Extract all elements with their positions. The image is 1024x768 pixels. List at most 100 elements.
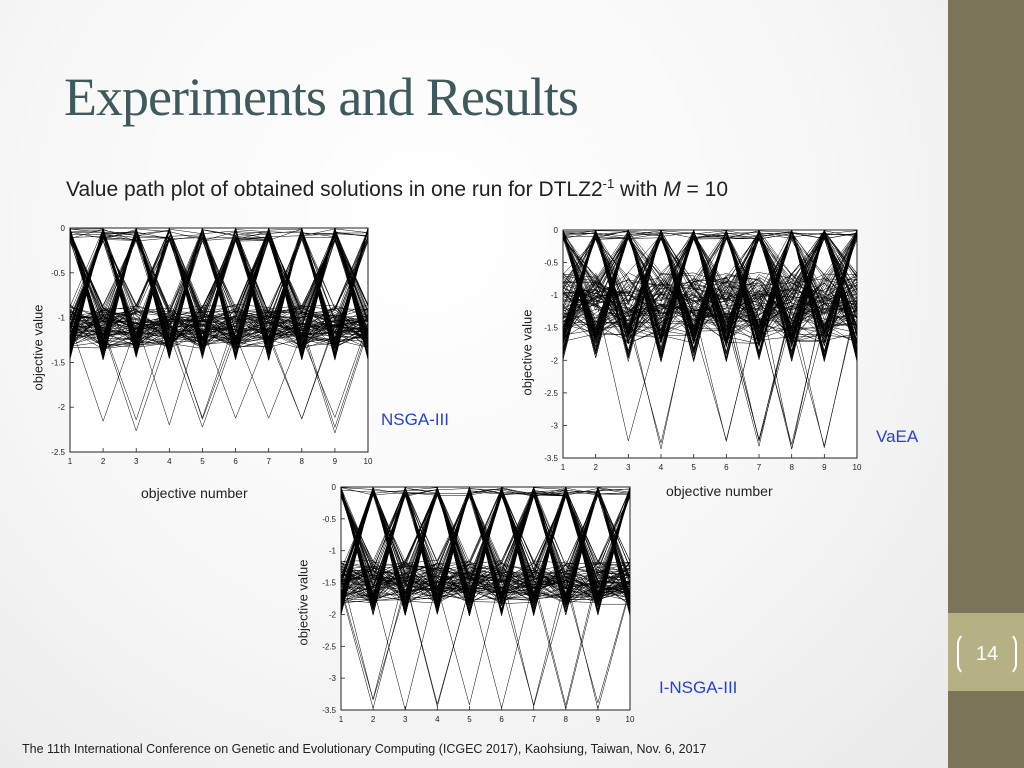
- x-tick-label: 4: [435, 715, 440, 724]
- value-path: [562, 236, 858, 334]
- value-path: [340, 486, 631, 603]
- slide-subtitle: Value path plot of obtained solutions in…: [66, 176, 728, 202]
- value-path: [340, 486, 631, 605]
- x-tick-label: 8: [564, 715, 569, 724]
- x-tick-label: 7: [757, 463, 762, 472]
- value-path: [69, 239, 369, 347]
- y-tick-label: -2.5: [51, 448, 65, 457]
- value-path: [562, 294, 858, 441]
- x-tick-label: 1: [339, 715, 344, 724]
- y-tick-label: -1: [329, 547, 337, 556]
- value-path: [340, 492, 631, 606]
- value-path: [340, 490, 631, 605]
- page-number-box: [948, 613, 1024, 691]
- value-path: [562, 230, 858, 345]
- value-path: [562, 293, 858, 442]
- y-tick-label: -1: [58, 314, 66, 323]
- value-path: [562, 292, 858, 445]
- value-path: [340, 488, 631, 589]
- value-path: [562, 236, 858, 344]
- value-path: [562, 238, 858, 327]
- value-path: [340, 571, 631, 706]
- value-path: [340, 574, 631, 709]
- x-tick-label: 3: [134, 457, 139, 466]
- value-path: [340, 491, 631, 602]
- value-paths: [340, 486, 631, 710]
- value-path: [69, 322, 369, 429]
- value-path: [69, 319, 369, 421]
- x-tick-label: 2: [371, 715, 376, 724]
- x-tick-label: 7: [531, 715, 536, 724]
- subtitle-variable: M: [663, 178, 681, 201]
- x-tick-label: 3: [626, 463, 631, 472]
- chart-svg-0: 0 -0.5 -1 -1.5 -2 -2.51 2 3 4 5 6 7 8 9 10: [51, 224, 373, 466]
- y-tick-label: -2.5: [544, 389, 558, 398]
- value-path: [340, 571, 631, 710]
- value-path: [562, 232, 858, 324]
- value-path: [340, 572, 631, 701]
- value-path: [340, 486, 631, 601]
- y-tick-label: 0: [332, 483, 337, 492]
- x-tick-label: 1: [561, 463, 566, 472]
- chart-vaea-label: VaEA: [876, 427, 919, 446]
- chart-nsga3-xlabel: objective number: [141, 485, 248, 501]
- x-tick-label: 7: [266, 457, 271, 466]
- y-tick-label: -0.5: [322, 515, 336, 524]
- x-tick-label: 8: [300, 457, 305, 466]
- value-path: [562, 230, 858, 333]
- y-tick-label: -3: [551, 421, 559, 430]
- y-tick-label: -2: [329, 610, 337, 619]
- value-path: [340, 491, 631, 604]
- chart-insga3: 0 -0.5 -1 -1.5 -2 -2.5 -3 -3.5 1 2 3 4 5 6 7 8 9 10: [310, 478, 640, 728]
- value-path: [562, 230, 858, 336]
- slide-title: Experiments and Results: [64, 67, 579, 127]
- footer-text: The 11th International Conference on Gen…: [22, 742, 707, 756]
- value-path: [562, 238, 858, 336]
- value-path: [562, 230, 858, 341]
- value-path: [340, 491, 631, 605]
- value-path: [340, 491, 631, 594]
- value-path: [69, 231, 369, 345]
- value-path: [562, 233, 858, 337]
- value-path: [69, 232, 369, 349]
- value-path: [69, 316, 369, 426]
- x-tick-label: 10: [853, 463, 862, 472]
- value-path: [562, 232, 858, 344]
- y-tick-label: -2: [58, 403, 66, 412]
- value-path: [69, 228, 369, 350]
- value-path: [340, 562, 631, 604]
- value-path: [562, 236, 858, 344]
- value-path: [69, 240, 369, 350]
- value-path: [69, 321, 369, 419]
- y-tick-label: -1.5: [544, 324, 558, 333]
- value-path: [69, 232, 369, 340]
- value-path: [562, 231, 858, 328]
- value-path: [340, 488, 631, 582]
- y-tick-label: -3.5: [544, 454, 558, 463]
- value-path: [562, 230, 858, 327]
- value-path: [69, 233, 369, 338]
- x-tick-label: 5: [467, 715, 472, 724]
- value-path: [69, 239, 369, 350]
- value-path: [562, 231, 858, 335]
- page-number: 14: [975, 642, 999, 665]
- y-tick-label: -1.5: [322, 579, 336, 588]
- x-tick-label: 8: [789, 463, 794, 472]
- subtitle-superscript: -1: [602, 176, 615, 191]
- x-tick-label: 9: [596, 715, 601, 724]
- subtitle-with: with: [614, 178, 664, 201]
- value-path: [340, 575, 631, 706]
- value-path: [69, 315, 369, 420]
- chart-vaea-ylabel: objective value: [519, 309, 535, 396]
- value-path: [562, 293, 858, 448]
- value-path: [340, 580, 631, 708]
- y-tick-label: -0.5: [544, 259, 558, 268]
- x-tick-label: 3: [403, 715, 408, 724]
- x-tick-label: 6: [233, 457, 238, 466]
- chart-insga3-ylabel: objective value: [295, 559, 311, 646]
- x-tick-label: 10: [364, 457, 373, 466]
- value-path: [69, 231, 369, 349]
- value-path: [340, 488, 631, 605]
- y-tick-label: -2.5: [322, 642, 336, 651]
- value-path: [340, 571, 631, 701]
